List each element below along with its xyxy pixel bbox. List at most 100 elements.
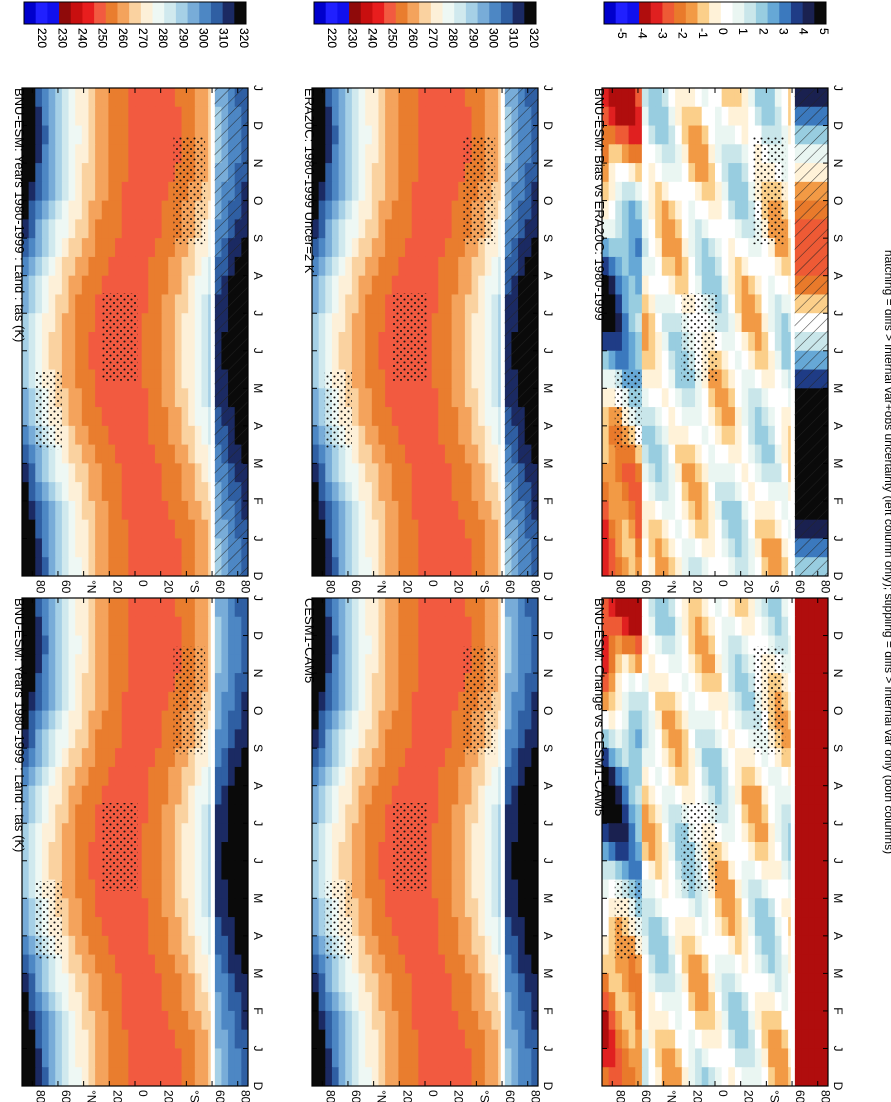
heatmap-cell bbox=[61, 1067, 70, 1086]
heatmap-cell bbox=[338, 294, 346, 314]
heatmap-cell bbox=[754, 275, 763, 296]
heatmap-cell bbox=[411, 163, 419, 183]
heatmap-cell bbox=[61, 954, 70, 974]
x-tick-label: M bbox=[831, 458, 845, 468]
heatmap-cell bbox=[484, 766, 493, 787]
heatmap-cell bbox=[115, 144, 123, 164]
heatmap-cell bbox=[451, 144, 459, 164]
heatmap-cell bbox=[148, 294, 156, 314]
heatmap-cell bbox=[161, 388, 169, 408]
heatmap-cell bbox=[458, 538, 466, 558]
heatmap-cell bbox=[668, 219, 676, 239]
heatmap-cell bbox=[641, 500, 650, 521]
heatmap-cell bbox=[451, 1010, 459, 1031]
heatmap-cell bbox=[405, 88, 413, 108]
heatmap-cell bbox=[194, 860, 203, 881]
heatmap-cell bbox=[391, 500, 400, 521]
heatmap-cell bbox=[391, 654, 400, 674]
heatmap-cell bbox=[312, 973, 320, 993]
heatmap-cell bbox=[188, 785, 196, 806]
heatmap-cell bbox=[48, 842, 56, 862]
heatmap-cell bbox=[28, 463, 36, 483]
heatmap-cell bbox=[95, 1048, 103, 1068]
colorbar-label: 230 bbox=[345, 28, 359, 48]
heatmap-cell bbox=[648, 313, 656, 333]
y-tick-label: 80 bbox=[323, 1090, 337, 1102]
heatmap-cell bbox=[378, 444, 386, 464]
heatmap-cell bbox=[695, 598, 703, 618]
heatmap-cell bbox=[181, 635, 189, 655]
heatmap-cell bbox=[385, 200, 393, 220]
heatmap-cell bbox=[55, 144, 63, 164]
heatmap-cell bbox=[602, 425, 610, 446]
heatmap-cell bbox=[135, 898, 143, 918]
heatmap-cell bbox=[55, 557, 63, 576]
heatmap-cell bbox=[95, 635, 103, 655]
heatmap-cell bbox=[331, 1029, 340, 1050]
heatmap-cell bbox=[524, 823, 532, 843]
heatmap-cell bbox=[35, 200, 43, 220]
heatmap-cell bbox=[214, 917, 223, 937]
heatmap-cell bbox=[154, 407, 163, 427]
heatmap-cell bbox=[188, 616, 196, 637]
heatmap-cell bbox=[194, 917, 203, 937]
heatmap-cell bbox=[35, 729, 43, 749]
heatmap-cell bbox=[55, 463, 63, 483]
heatmap-cell bbox=[431, 125, 439, 145]
heatmap-cell bbox=[194, 388, 203, 408]
heatmap-cell bbox=[174, 125, 183, 145]
heatmap-cell bbox=[695, 388, 703, 408]
heatmap-cell bbox=[425, 557, 433, 576]
x-tick-label: S bbox=[541, 234, 555, 242]
heatmap-cell bbox=[418, 785, 426, 806]
heatmap-cell bbox=[135, 275, 143, 296]
heatmap-cell bbox=[101, 144, 110, 164]
heatmap-cell bbox=[385, 598, 393, 618]
heatmap-cell bbox=[75, 88, 83, 108]
heatmap-cell bbox=[318, 238, 326, 258]
heatmap-cell bbox=[41, 823, 50, 843]
heatmap-cell bbox=[108, 673, 116, 693]
heatmap-cell bbox=[641, 557, 650, 576]
heatmap-cell bbox=[365, 691, 373, 712]
heatmap-cell bbox=[331, 804, 340, 824]
heatmap-cell bbox=[41, 992, 50, 1012]
heatmap-cell bbox=[478, 332, 486, 352]
heatmap-cell bbox=[484, 823, 493, 843]
heatmap-cell bbox=[471, 557, 479, 576]
heatmap-cell bbox=[491, 500, 499, 521]
heatmap-cell bbox=[491, 935, 499, 956]
heatmap-cell bbox=[518, 1067, 526, 1086]
heatmap-cell bbox=[345, 500, 353, 521]
heatmap-cell bbox=[161, 1010, 169, 1031]
heatmap-cell bbox=[28, 823, 36, 843]
heatmap-cell bbox=[438, 954, 446, 974]
heatmap-cell bbox=[484, 973, 493, 993]
heatmap-cell bbox=[22, 181, 30, 202]
heatmap-cell bbox=[761, 369, 769, 389]
heatmap-cell bbox=[425, 879, 433, 899]
heatmap-cell bbox=[524, 860, 532, 881]
heatmap-cell bbox=[371, 500, 380, 521]
heatmap-cell bbox=[398, 88, 406, 108]
y-tick-label: 60 bbox=[639, 580, 653, 594]
heatmap-cell bbox=[154, 88, 163, 108]
heatmap-cell bbox=[41, 729, 50, 749]
heatmap-cell bbox=[135, 350, 143, 371]
heatmap-cell bbox=[174, 766, 183, 787]
heatmap-cell bbox=[325, 275, 333, 296]
heatmap-cell bbox=[511, 785, 519, 806]
heatmap-cell bbox=[75, 313, 83, 333]
heatmap-cell bbox=[675, 275, 683, 296]
heatmap-cell bbox=[431, 88, 439, 108]
heatmap-cell bbox=[95, 519, 103, 540]
heatmap-cell bbox=[478, 766, 486, 787]
heatmap-cell bbox=[741, 275, 749, 296]
heatmap-cell bbox=[194, 538, 203, 558]
heatmap-cell bbox=[358, 729, 366, 749]
heatmap-cell bbox=[378, 766, 386, 787]
heatmap-cell bbox=[438, 500, 446, 521]
heatmap-cell bbox=[115, 729, 123, 749]
heatmap-cell bbox=[688, 88, 696, 108]
heatmap-cell bbox=[615, 256, 623, 277]
